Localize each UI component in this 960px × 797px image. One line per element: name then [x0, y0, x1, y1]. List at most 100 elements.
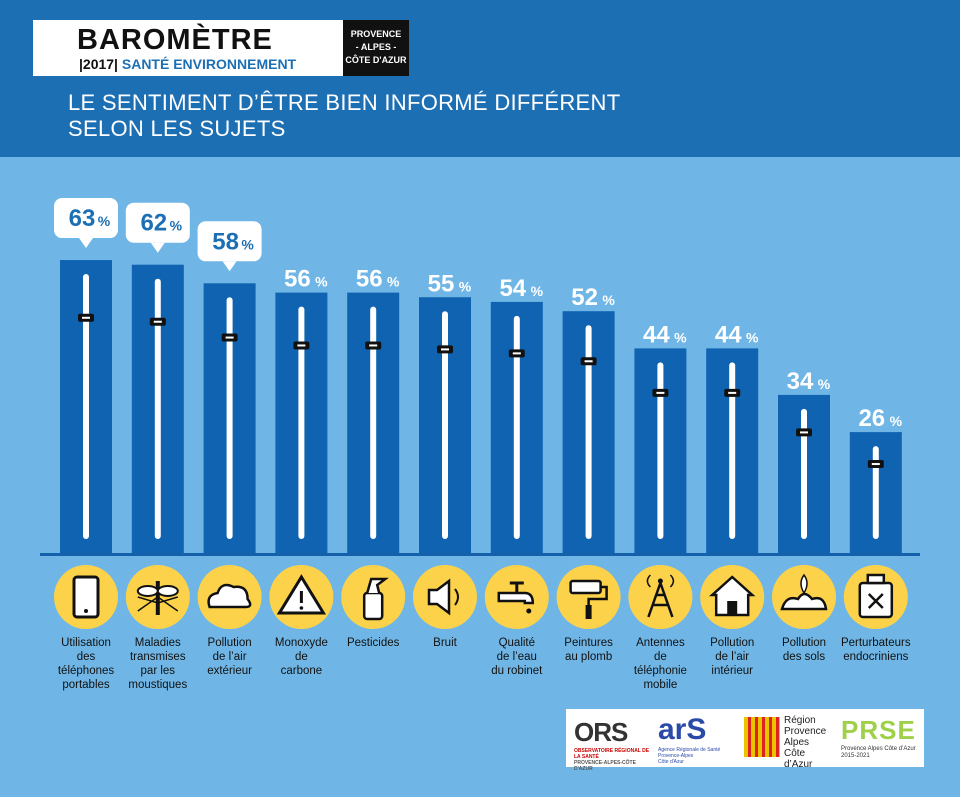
title-box: BAROMÈTRE |2017| SANTÉ ENVIRONNEMENT	[33, 20, 343, 76]
phone-icon-part	[72, 575, 100, 619]
category-label: transmises	[130, 651, 186, 663]
chemical-can-icon	[858, 573, 894, 619]
program-label: SANTÉ ENVIRONNEMENT	[121, 56, 297, 72]
region-logo-line: Région	[784, 715, 816, 726]
prse-logo-subtext: Provence Alpes Côte d’Azur	[841, 746, 916, 752]
region-shield-icon	[744, 717, 780, 757]
value-bubble	[197, 221, 262, 262]
category-label: Bruit	[433, 637, 457, 649]
spray-icon-part	[365, 577, 389, 594]
category-label: par les	[141, 665, 176, 677]
value-unit: %	[98, 213, 111, 229]
category-label: moustiques	[128, 679, 187, 691]
value-label: 58	[212, 228, 239, 255]
ars-logo: arS Agence Régionale de Santé Provence-A…	[658, 713, 726, 765]
category-label: des sols	[783, 651, 825, 663]
ors-logo-subtext: OBSERVATOIRE RÉGIONAL DE LA SANTÉ	[574, 748, 650, 760]
ors-logo-text: ORS	[574, 717, 628, 747]
slider-handle-mark	[656, 391, 665, 394]
antenna-icon	[646, 574, 675, 618]
slider-track	[442, 311, 448, 539]
category-label: de	[654, 651, 667, 663]
value-unit: %	[531, 283, 544, 299]
paint-roller-icon-part	[587, 585, 608, 605]
category-label: Perturbateurs	[841, 637, 911, 649]
phone-icon-part	[84, 609, 88, 613]
category-label: Qualité	[499, 637, 535, 649]
region-line: - ALPES -	[355, 42, 397, 52]
category-label: de l’air	[213, 651, 247, 663]
soil-icon	[780, 573, 828, 611]
ars-logo-subtext: Agence Régionale de Santé	[658, 747, 721, 753]
mosquito-icon-part	[137, 596, 179, 612]
soil-icon-part	[780, 592, 828, 611]
category-label: Maladies	[135, 637, 181, 649]
chart-subtitle: LE SENTIMENT D’ÊTRE BIEN INFORMÉ DIFFÉRE…	[68, 90, 668, 142]
region-line: CÔTE D'AZUR	[345, 55, 407, 65]
faucet-icon	[497, 581, 535, 614]
paint-roller-icon-part	[585, 605, 592, 619]
value-unit: %	[387, 274, 400, 290]
region-logo-line: Provence	[784, 726, 827, 737]
value-unit: %	[170, 218, 183, 234]
category-label: téléphonie	[634, 665, 687, 677]
value-label: 56	[356, 266, 383, 293]
speaker-icon-part	[454, 588, 459, 606]
slider-track	[83, 274, 89, 539]
category-label: carbone	[281, 665, 323, 677]
ors-logo-subtext-2: PROVENCE-ALPES-CÔTE D'AZUR	[574, 760, 636, 772]
warning-icon	[276, 574, 327, 615]
category-label: Monoxyde	[275, 637, 328, 649]
value-label: 54	[499, 275, 526, 302]
slider-handle-mark	[225, 336, 234, 339]
value-label: 62	[140, 210, 167, 237]
slider-handle-mark	[297, 344, 306, 347]
value-unit: %	[459, 278, 472, 294]
category-label: de	[295, 651, 308, 663]
value-unit: %	[241, 236, 254, 252]
region-logo-line: Alpes	[784, 737, 810, 748]
chart-baseline	[40, 553, 920, 556]
slider-handle-mark	[728, 391, 737, 394]
category-label: Pesticides	[347, 637, 400, 649]
category-label: Peintures	[564, 637, 613, 649]
antenna-icon-part	[646, 574, 675, 588]
value-bubble-tail	[222, 261, 237, 272]
value-label: 55	[428, 270, 455, 297]
year-label: |2017|	[79, 56, 118, 72]
category-label: endocriniens	[843, 651, 908, 663]
prse-logo-text: PRSE	[841, 715, 916, 745]
slider-track	[801, 408, 807, 539]
category-label: Pollution	[710, 637, 754, 649]
value-unit: %	[890, 413, 903, 429]
phone-icon	[72, 575, 100, 619]
value-label: 34	[787, 368, 814, 395]
category-label: extérieur	[207, 665, 252, 677]
spray-icon-part	[362, 591, 384, 621]
value-label: 44	[643, 321, 670, 348]
speaker-icon-part	[427, 578, 451, 616]
ars-logo-subtext: Provence-Alpes	[658, 753, 694, 759]
value-unit: %	[315, 274, 328, 290]
house-icon	[708, 575, 756, 617]
value-bubble	[125, 202, 190, 243]
mosquito-icon-part	[156, 585, 179, 597]
category-label: portables	[62, 679, 110, 691]
mosquito-icon-part	[136, 585, 159, 597]
slider-track	[729, 362, 736, 539]
slider-handle-mark	[441, 348, 449, 351]
cloud-icon-part	[207, 583, 252, 609]
slider-track	[226, 297, 233, 539]
region-line: PROVENCE	[350, 29, 402, 39]
antenna-icon-part	[647, 582, 674, 618]
value-bubble	[54, 198, 118, 239]
value-unit: %	[674, 329, 687, 345]
speaker-icon	[427, 578, 459, 616]
value-unit: %	[746, 329, 759, 345]
subtitle-line-2: SELON LES SUJETS	[68, 116, 286, 141]
value-label: 56	[284, 266, 311, 293]
prse-logo: PRSE Provence Alpes Côte d’Azur 2015-202…	[841, 715, 921, 763]
value-label: 26	[858, 405, 885, 432]
slider-handle-mark	[871, 463, 880, 466]
